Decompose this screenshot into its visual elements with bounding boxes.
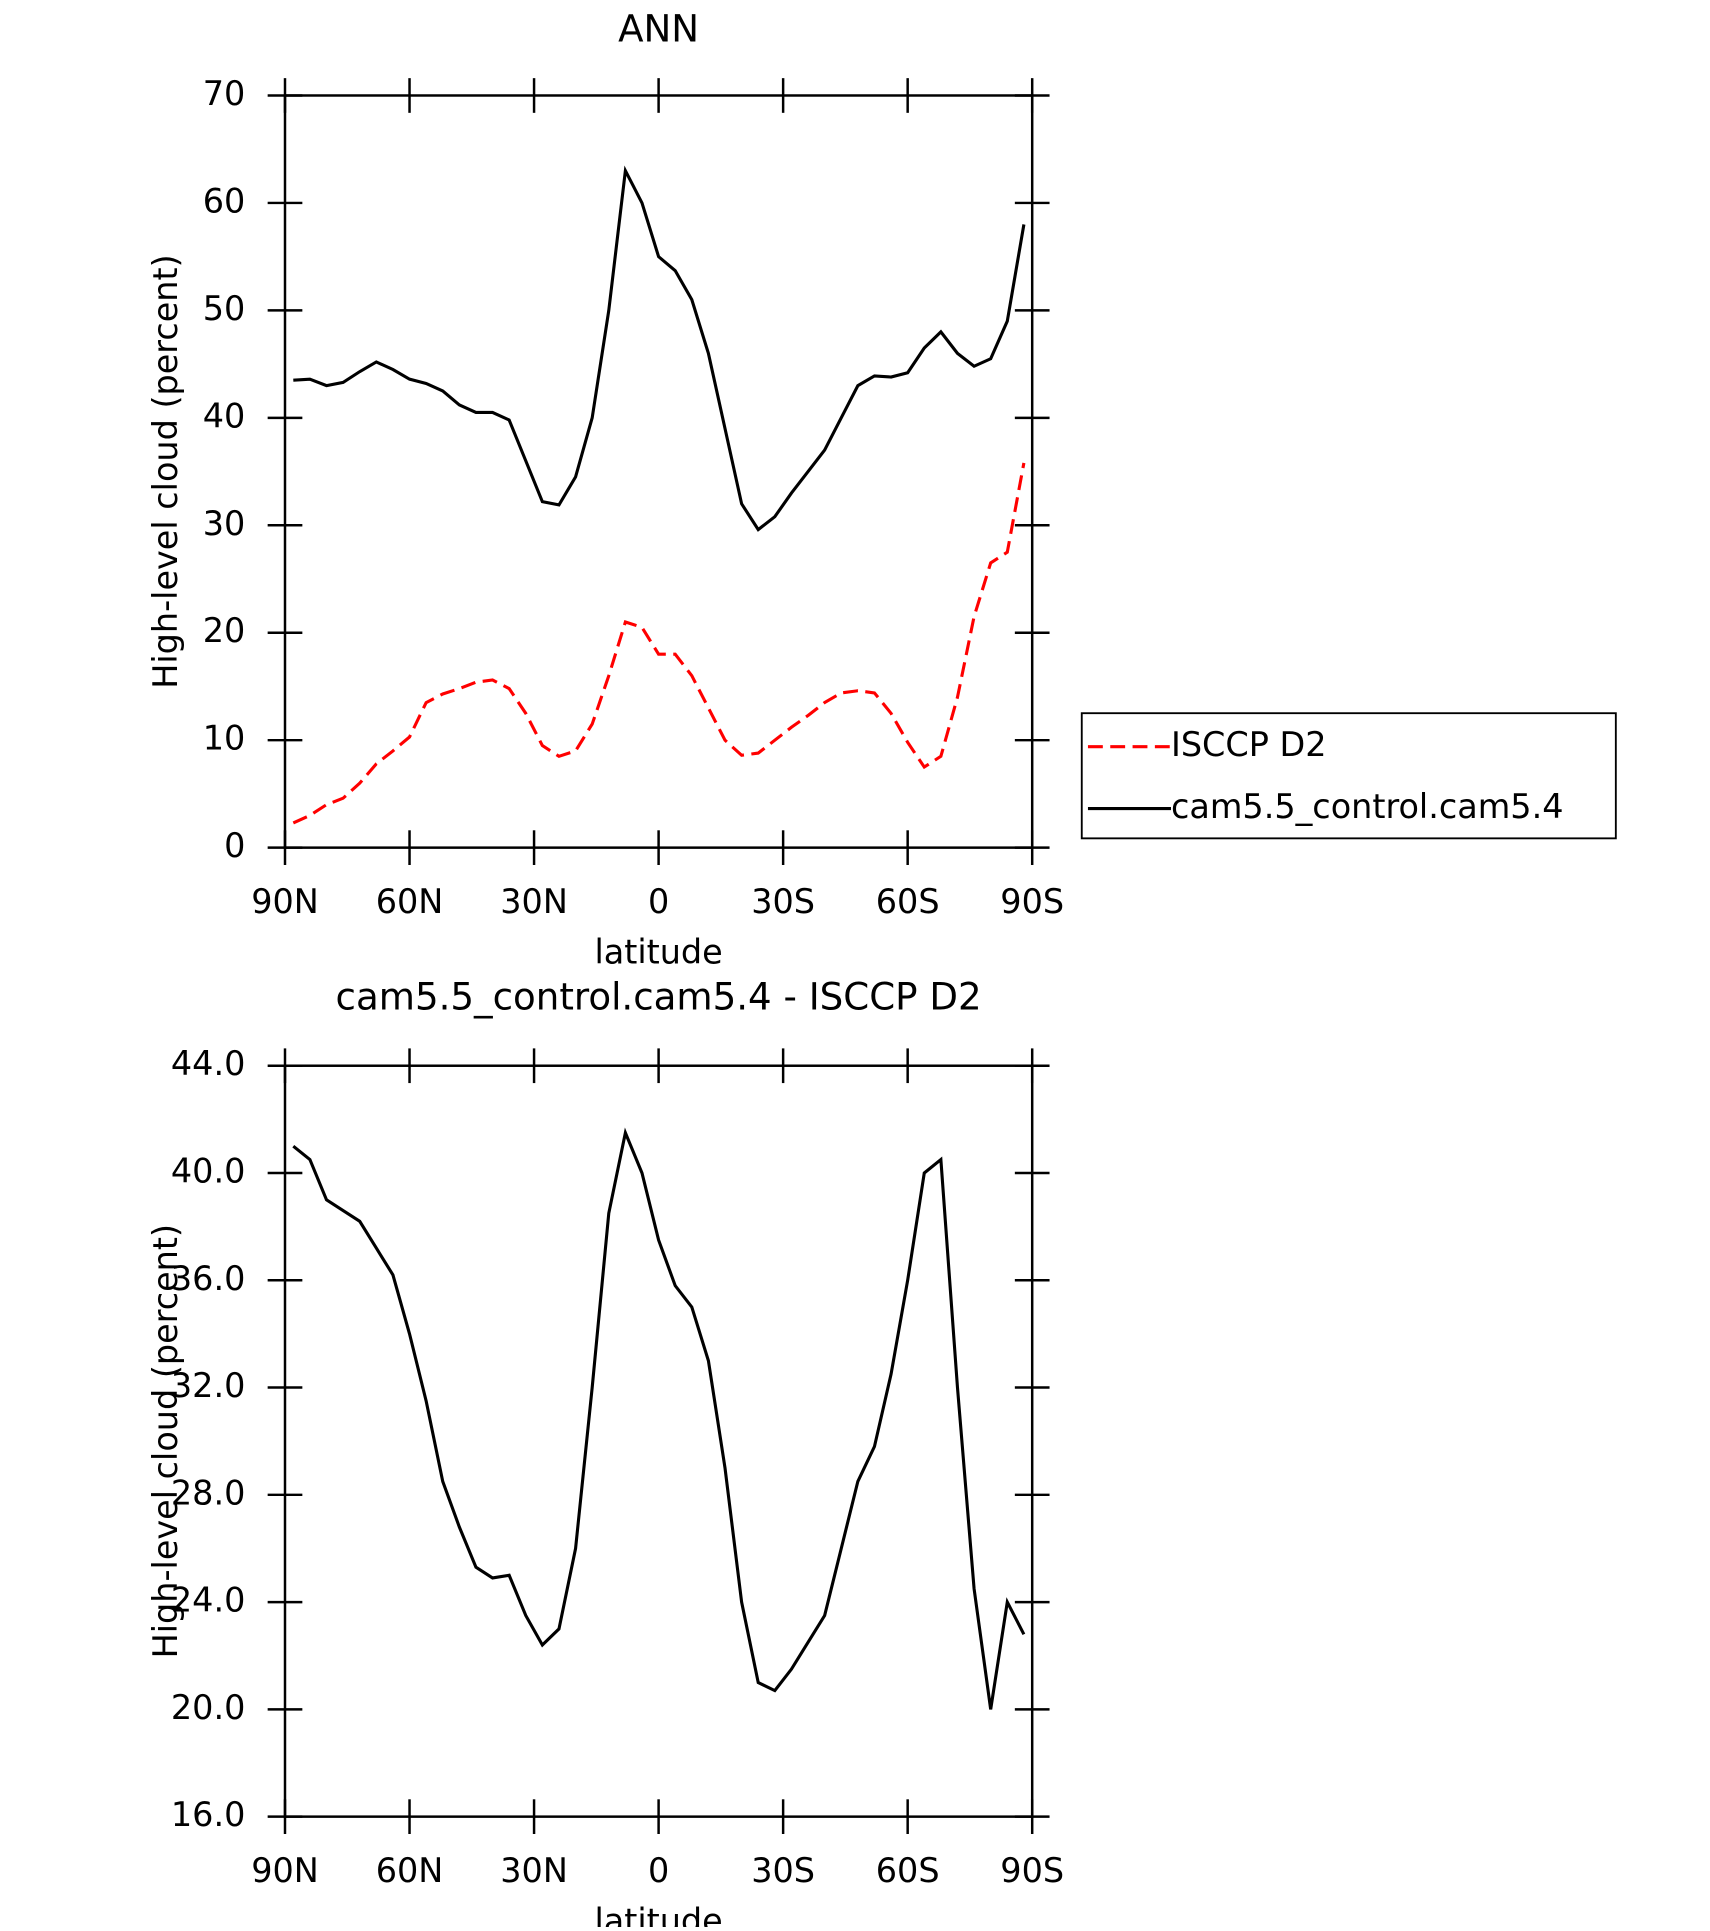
legend-label: cam5.5_control.cam5.4 [1171,787,1564,826]
data-line [292,1127,1026,1710]
y-tick-label: 44.0 [171,1044,245,1083]
legend-box [1080,712,1617,840]
y-tick-label: 20 [203,611,246,650]
y-tick-label: 10 [203,719,246,758]
chart-title: cam5.5_control.cam5.4 - ISCCP D2 [336,974,982,1018]
x-axis-label: latitude [594,1902,722,1927]
x-tick-label: 90S [1000,882,1064,921]
x-axis-label: latitude [594,933,722,972]
legend-label: ISCCP D2 [1171,725,1327,764]
y-tick-label: 28.0 [171,1473,245,1512]
y-tick-label: 20.0 [171,1688,245,1727]
plot-frame [283,1064,1034,1818]
x-tick-label: 60N [376,1851,444,1890]
x-tick-label: 30S [751,1851,815,1890]
x-tick-label: 0 [648,1851,669,1890]
x-tick-label: 90N [251,1851,319,1890]
y-tick-label: 40 [203,396,246,435]
y-tick-label: 50 [203,289,246,328]
x-tick-label: 60S [876,882,940,921]
x-tick-label: 60N [376,882,444,921]
plot-frame [283,94,1034,849]
y-tick-label: 16.0 [171,1795,245,1834]
y-tick-label: 30 [203,504,246,543]
data-line [292,462,1026,825]
x-tick-label: 30N [500,1851,568,1890]
chart-title: ANN [618,7,699,51]
x-tick-label: 30S [751,882,815,921]
x-tick-label: 0 [648,882,669,921]
y-tick-label: 32.0 [171,1366,245,1405]
x-tick-label: 30N [500,882,568,921]
y-axis-label: High-level cloud (percent) [146,1224,185,1658]
y-tick-label: 60 [203,181,246,220]
x-tick-label: 90N [251,882,319,921]
y-axis-label: High-level cloud (percent) [146,254,185,688]
y-tick-label: 36.0 [171,1259,245,1298]
x-tick-label: 60S [876,1851,940,1890]
y-tick-label: 40.0 [171,1152,245,1191]
data-line [293,165,1026,532]
x-tick-label: 90S [1000,1851,1064,1890]
y-tick-label: 70 [203,74,246,113]
y-tick-label: 0 [224,826,245,865]
y-tick-label: 24.0 [171,1581,245,1620]
